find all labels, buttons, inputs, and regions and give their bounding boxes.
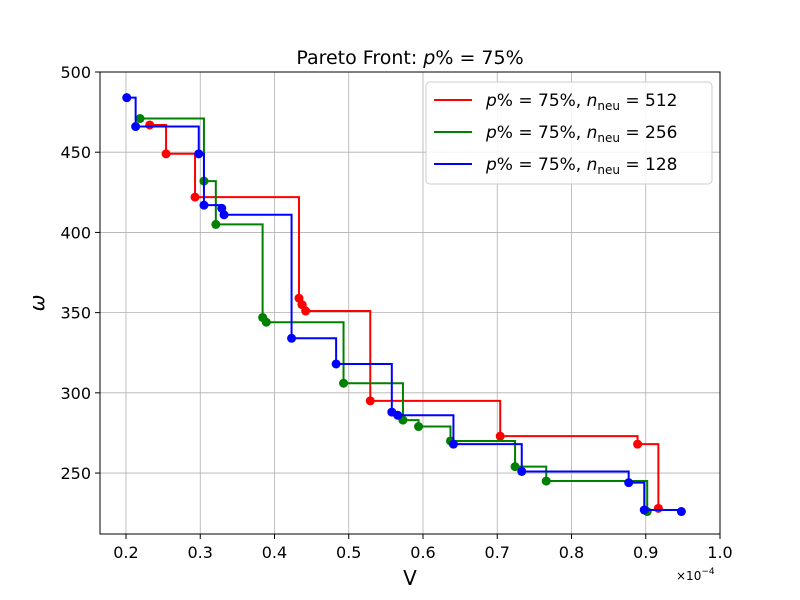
data-point bbox=[211, 219, 221, 229]
data-point bbox=[135, 114, 145, 124]
y-tick-label: 250 bbox=[60, 464, 91, 483]
y-tick-label: 400 bbox=[60, 223, 91, 242]
y-tick-label: 450 bbox=[60, 143, 91, 162]
data-point bbox=[633, 439, 643, 449]
data-point bbox=[365, 396, 375, 406]
data-point bbox=[448, 439, 458, 449]
chart-title: Pareto Front: p% = 75% bbox=[296, 47, 523, 69]
series-layer bbox=[122, 93, 686, 517]
data-point bbox=[287, 333, 297, 343]
data-point bbox=[199, 200, 209, 210]
data-point bbox=[624, 478, 634, 488]
x-tick-label: 1.0 bbox=[707, 543, 732, 562]
series-1 bbox=[135, 114, 652, 517]
data-point bbox=[393, 410, 403, 420]
data-point bbox=[414, 422, 424, 432]
data-point bbox=[219, 210, 229, 220]
y-axis-label: ω bbox=[25, 295, 49, 312]
data-point bbox=[190, 192, 200, 202]
x-tick-label: 0.4 bbox=[262, 543, 287, 562]
data-point bbox=[495, 431, 505, 441]
x-tick-label: 0.9 bbox=[633, 543, 658, 562]
data-point bbox=[676, 507, 686, 517]
data-point bbox=[161, 149, 171, 159]
y-tick-label: 350 bbox=[60, 304, 91, 323]
data-point bbox=[517, 466, 527, 476]
series-2 bbox=[122, 93, 686, 517]
data-point bbox=[261, 317, 271, 327]
data-point bbox=[194, 149, 204, 159]
x-tick-label: 0.5 bbox=[336, 543, 361, 562]
ticks: 0.2 0.3 0.4 0.5 0.6 0.7 0.8 0.9 1.0 250 300 350 400 4… bbox=[60, 63, 732, 562]
x-axis-label: V bbox=[403, 566, 417, 590]
x-tick-label: 0.7 bbox=[485, 543, 510, 562]
x-axis-multiplier: ×10−4 bbox=[676, 567, 715, 583]
legend: p% = 75%, nneu = 512 p% = 75%, nneu = 256… bbox=[425, 81, 713, 185]
data-point bbox=[131, 122, 141, 132]
legend-label: p% = 75%, nneu = 512 bbox=[485, 91, 677, 113]
data-point bbox=[541, 476, 551, 486]
data-point bbox=[653, 503, 663, 513]
x-tick-label: 0.6 bbox=[410, 543, 435, 562]
x-tick-label: 0.3 bbox=[188, 543, 213, 562]
plot-frame bbox=[99, 71, 721, 535]
legend-box bbox=[425, 81, 713, 185]
y-tick-label: 300 bbox=[60, 384, 91, 403]
data-point bbox=[639, 505, 649, 515]
data-point bbox=[510, 462, 520, 472]
data-point bbox=[145, 120, 155, 130]
x-tick-label: 0.8 bbox=[559, 543, 584, 562]
y-tick-label: 500 bbox=[60, 63, 91, 82]
data-point bbox=[339, 378, 349, 388]
series-line-1 bbox=[140, 117, 649, 512]
x-tick-label: 0.2 bbox=[113, 543, 138, 562]
data-point bbox=[301, 306, 311, 316]
data-point bbox=[331, 359, 341, 369]
legend-label: p% = 75%, nneu = 256 bbox=[485, 123, 677, 145]
data-point bbox=[122, 93, 132, 103]
legend-label: p% = 75%, nneu = 128 bbox=[485, 155, 677, 177]
